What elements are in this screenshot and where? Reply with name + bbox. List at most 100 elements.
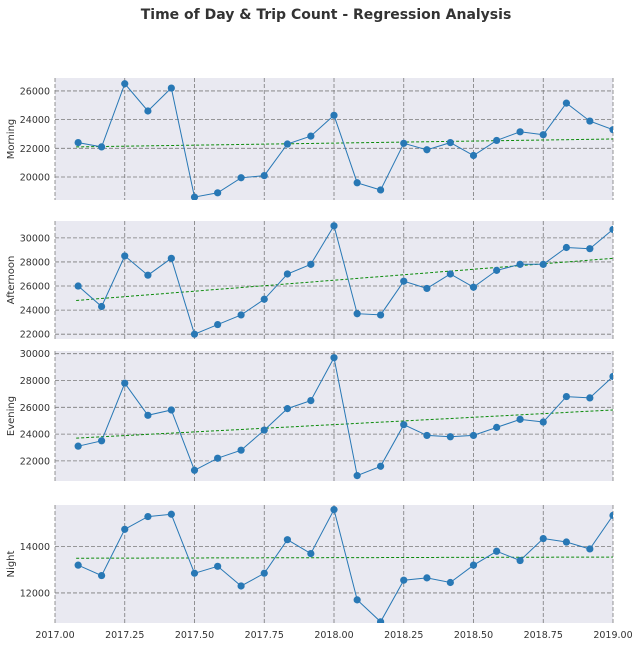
data-point xyxy=(423,574,431,582)
data-point xyxy=(586,117,594,125)
x-axis: 2017.00 2017.25 2017.50 2017.75 2018.00 2018.… xyxy=(35,630,632,641)
series-line xyxy=(78,356,613,477)
plot-area xyxy=(74,506,613,623)
data-point xyxy=(237,446,245,454)
data-point xyxy=(260,172,268,180)
data-point xyxy=(260,426,268,434)
data-point xyxy=(376,618,385,623)
data-point xyxy=(469,283,478,291)
data-point xyxy=(539,418,547,426)
data-point xyxy=(167,84,175,92)
data-point xyxy=(353,179,361,187)
y-axis-label: Afternoon xyxy=(6,256,17,305)
data-point xyxy=(214,562,222,570)
series-line xyxy=(77,508,613,623)
data-point xyxy=(190,193,199,200)
data-point xyxy=(307,132,315,140)
data-point xyxy=(74,561,82,569)
data-point xyxy=(190,466,199,474)
y-tick-label: 24000 xyxy=(20,306,50,317)
data-point xyxy=(97,571,106,580)
data-point xyxy=(167,510,175,518)
data-point xyxy=(562,392,571,401)
y-tick-label: 26000 xyxy=(20,282,50,293)
y-axis-label: Night xyxy=(6,550,17,577)
data-point xyxy=(446,138,454,147)
data-point xyxy=(214,189,222,197)
data-point xyxy=(516,556,524,565)
plot-area xyxy=(74,222,613,338)
plot-area xyxy=(74,80,613,200)
data-point xyxy=(609,225,613,234)
data-point xyxy=(562,99,571,107)
data-point xyxy=(400,421,408,429)
data-point xyxy=(307,549,315,558)
data-point xyxy=(237,582,245,590)
data-point xyxy=(493,547,501,555)
data-point xyxy=(493,423,501,431)
data-point xyxy=(539,534,547,543)
data-point xyxy=(190,330,199,338)
data-point xyxy=(376,462,385,470)
panel-morning: 20000 22000 24000 26000 Morning xyxy=(6,78,614,200)
y-axis-label: Morning xyxy=(6,119,17,159)
data-point xyxy=(376,186,385,194)
data-point xyxy=(423,431,431,440)
data-point xyxy=(516,415,524,423)
data-point xyxy=(307,260,315,268)
data-point xyxy=(97,143,106,151)
y-tick-label: 14000 xyxy=(20,542,50,553)
data-point xyxy=(400,576,408,584)
y-tick-label: 24000 xyxy=(20,430,50,441)
data-point xyxy=(586,245,594,253)
data-point xyxy=(237,174,245,182)
data-point xyxy=(423,146,431,154)
series-line xyxy=(78,82,613,198)
data-point xyxy=(167,406,175,414)
x-tick-label: 2017.50 xyxy=(175,630,214,641)
regression-trend-line xyxy=(76,138,613,148)
x-tick-label: 2018.25 xyxy=(384,630,423,641)
panel-afternoon: 22000 24000 26000 28000 30000 Afternoon xyxy=(6,221,614,341)
data-point xyxy=(97,302,106,311)
y-axis-label: Evening xyxy=(6,396,17,436)
regression-trend-line xyxy=(76,409,613,439)
data-point xyxy=(144,271,152,279)
data-point xyxy=(469,431,478,440)
y-tick-label: 24000 xyxy=(20,115,50,126)
data-point xyxy=(144,107,152,115)
data-point xyxy=(121,252,129,260)
data-point xyxy=(353,472,361,480)
series-line xyxy=(77,224,613,335)
data-point xyxy=(283,405,292,413)
x-tick-label: 2019.00 xyxy=(593,630,632,641)
data-point xyxy=(400,277,408,285)
data-point xyxy=(562,538,571,546)
data-point xyxy=(214,454,222,462)
data-point xyxy=(376,311,385,319)
data-point xyxy=(97,437,106,445)
data-point xyxy=(190,569,199,577)
data-point xyxy=(144,512,152,521)
data-point xyxy=(539,260,547,268)
y-tick-label: 28000 xyxy=(20,376,50,387)
data-point xyxy=(237,311,245,319)
data-point xyxy=(167,254,175,262)
data-point xyxy=(330,506,338,514)
data-point xyxy=(609,511,613,520)
data-point xyxy=(586,394,594,402)
x-tick-label: 2018.50 xyxy=(454,630,493,641)
data-point xyxy=(609,372,613,381)
data-point xyxy=(446,433,454,441)
data-point xyxy=(562,243,571,252)
data-point xyxy=(283,140,292,148)
x-tick-label: 2017.00 xyxy=(35,630,74,641)
panel-evening: 22000 24000 26000 28000 30000 Evening xyxy=(6,349,614,481)
data-point xyxy=(353,596,361,604)
data-point xyxy=(121,379,129,387)
chart-title: Time of Day & Trip Count - Regression An… xyxy=(141,7,512,23)
y-tick-label: 22000 xyxy=(20,456,50,467)
data-point xyxy=(353,310,361,318)
